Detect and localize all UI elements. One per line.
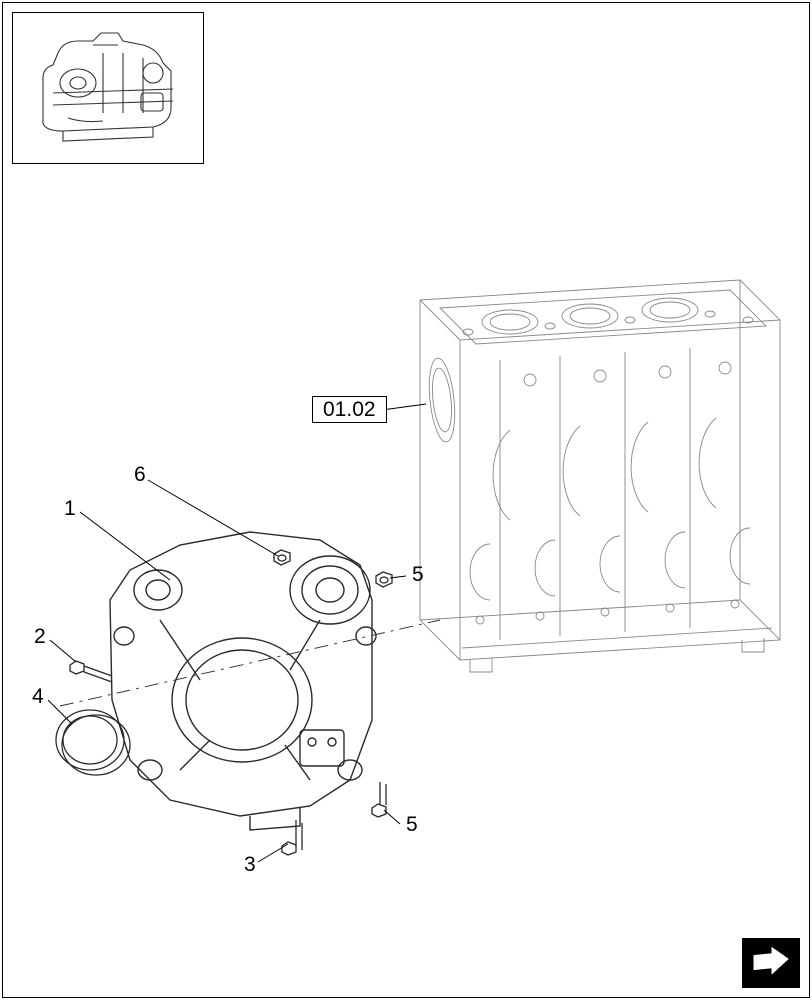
exploded-view-svg [0, 0, 812, 1000]
callout-5-upper: 5 [412, 564, 424, 585]
parts-diagram-page: 01.02 6 1 5 2 4 3 5 [0, 0, 812, 1000]
callout-1: 1 [64, 498, 76, 519]
next-page-button[interactable] [742, 938, 800, 988]
cross-reference-label: 01.02 [312, 396, 387, 423]
arrow-icon [750, 946, 792, 980]
callout-6: 6 [134, 464, 146, 485]
cross-reference-text: 01.02 [323, 398, 376, 421]
callout-4: 4 [32, 686, 44, 707]
callout-5-lower: 5 [406, 814, 418, 835]
callout-2: 2 [34, 626, 46, 647]
callout-3: 3 [244, 854, 256, 875]
